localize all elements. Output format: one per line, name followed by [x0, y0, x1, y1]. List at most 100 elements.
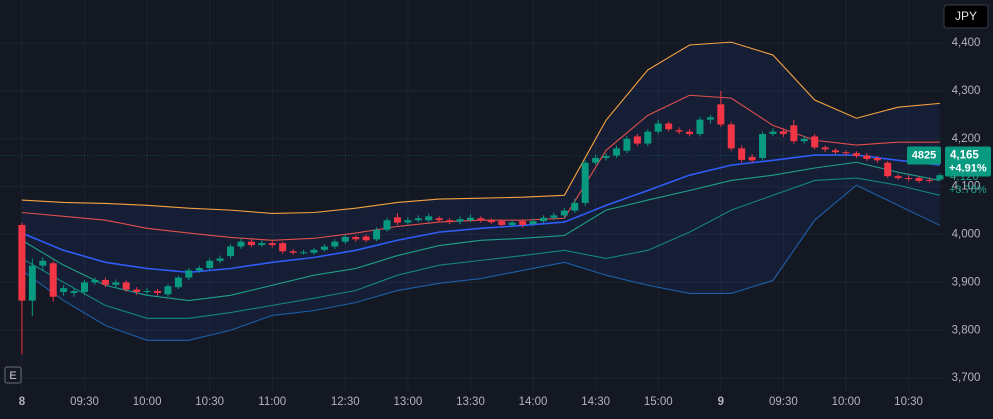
- candle-body: [498, 221, 506, 225]
- candle-body: [592, 157, 600, 163]
- candle-body: [905, 178, 913, 180]
- candle-body: [696, 119, 704, 135]
- candle-body: [717, 104, 725, 125]
- x-tick-label: 10:00: [832, 396, 861, 408]
- candle-body: [519, 221, 527, 225]
- x-tick-label: 13:00: [393, 396, 422, 408]
- candle-body: [612, 148, 620, 156]
- candle-body: [49, 263, 57, 297]
- candle-body: [18, 224, 26, 301]
- candle-body: [414, 218, 422, 221]
- candle-body: [769, 131, 777, 135]
- badge-box[interactable]: [4, 366, 22, 384]
- candle-body: [915, 178, 923, 181]
- y-tick-label: 4,300: [952, 85, 981, 97]
- x-tick-label: 11:00: [258, 396, 286, 408]
- candle-body: [821, 147, 829, 150]
- candle-body: [738, 148, 746, 160]
- x-tick-label: 10:30: [195, 396, 224, 408]
- candles: [18, 90, 944, 355]
- candle-body: [654, 123, 662, 132]
- candle-body: [206, 260, 214, 269]
- candle-body: [832, 150, 840, 153]
- candle-body: [550, 215, 558, 218]
- candle-body: [373, 229, 381, 240]
- axes: 3,700 3,800 3,900 4,000 4,100 4,200 4,300 4,400…: [19, 37, 981, 408]
- currency-label[interactable]: JPY: [955, 9, 977, 23]
- x-tick-label: 14:00: [519, 396, 548, 408]
- candle-body: [602, 156, 610, 158]
- candle-body: [425, 216, 433, 221]
- candle-body: [227, 246, 235, 257]
- y-tick-label: 4,400: [952, 37, 981, 49]
- candle-body: [435, 218, 443, 221]
- candle-body: [279, 243, 287, 252]
- candle-body: [70, 291, 78, 293]
- candle-body: [331, 241, 339, 247]
- x-tick-label: 09:30: [769, 396, 798, 408]
- candle-body: [80, 282, 88, 292]
- y-tick-label: 4,000: [952, 229, 981, 241]
- y-tick-label: 3,900: [952, 276, 981, 288]
- symbol-label: 4825: [912, 149, 936, 161]
- candle-body: [623, 138, 631, 151]
- candle-body: [258, 243, 266, 246]
- candle-body: [925, 179, 933, 181]
- band-line: [21, 177, 940, 319]
- candle-body: [727, 124, 735, 149]
- candle-body: [362, 236, 370, 241]
- x-tick-label: 14:30: [581, 396, 610, 408]
- y-tick-label: 3,700: [952, 372, 981, 384]
- candle-body: [873, 157, 881, 161]
- last-price-change: +4.91%: [949, 162, 987, 174]
- candle-body: [185, 270, 193, 278]
- candle-body: [393, 217, 401, 223]
- candle-body: [466, 217, 474, 221]
- candle-body: [675, 130, 683, 132]
- candle-body: [300, 252, 308, 254]
- x-tick-label: 15:00: [644, 396, 673, 408]
- band-line: [21, 161, 940, 302]
- candle-body: [237, 241, 245, 247]
- band-line: [21, 184, 941, 341]
- candle-body: [863, 155, 871, 159]
- candle-body: [383, 220, 391, 230]
- last-price-box: [945, 146, 991, 177]
- candle-body: [633, 136, 641, 144]
- reference-price-change: +3.78%: [949, 184, 987, 196]
- x-tick-label: 09:30: [70, 396, 99, 408]
- last-price-label: 4,165: [950, 150, 979, 162]
- x-tick-label: 10:30: [894, 396, 923, 408]
- badge-label[interactable]: E: [9, 370, 16, 382]
- candle-body: [174, 277, 182, 288]
- candle-body: [247, 241, 255, 246]
- x-tick-label: 13:30: [456, 396, 485, 408]
- currency-button[interactable]: JPY: [943, 4, 989, 29]
- candle-body: [644, 131, 652, 144]
- candle-body: [91, 280, 99, 283]
- candle-body: [508, 222, 516, 225]
- currency-box[interactable]: [943, 4, 989, 29]
- candle-body: [101, 280, 109, 285]
- y-tick-label: 3,800: [952, 324, 981, 336]
- candle-body: [852, 153, 860, 157]
- candle-body: [195, 268, 203, 271]
- reference-price-label: 4,120: [950, 171, 979, 183]
- candle-body: [790, 125, 798, 142]
- candle-body: [800, 138, 808, 142]
- candle-body: [39, 260, 47, 266]
- candle-body: [112, 282, 120, 285]
- candle-body: [487, 220, 495, 223]
- x-tick-label: 12:30: [331, 396, 360, 408]
- candle-body: [842, 152, 850, 154]
- y-tick-label: 4,200: [952, 133, 981, 145]
- candle-body: [216, 258, 224, 261]
- candle-body: [571, 202, 579, 211]
- candle-body: [477, 218, 485, 221]
- candle-body: [936, 175, 944, 180]
- badge[interactable]: E: [4, 366, 22, 384]
- candle-body: [28, 265, 36, 301]
- band-line: [21, 154, 940, 274]
